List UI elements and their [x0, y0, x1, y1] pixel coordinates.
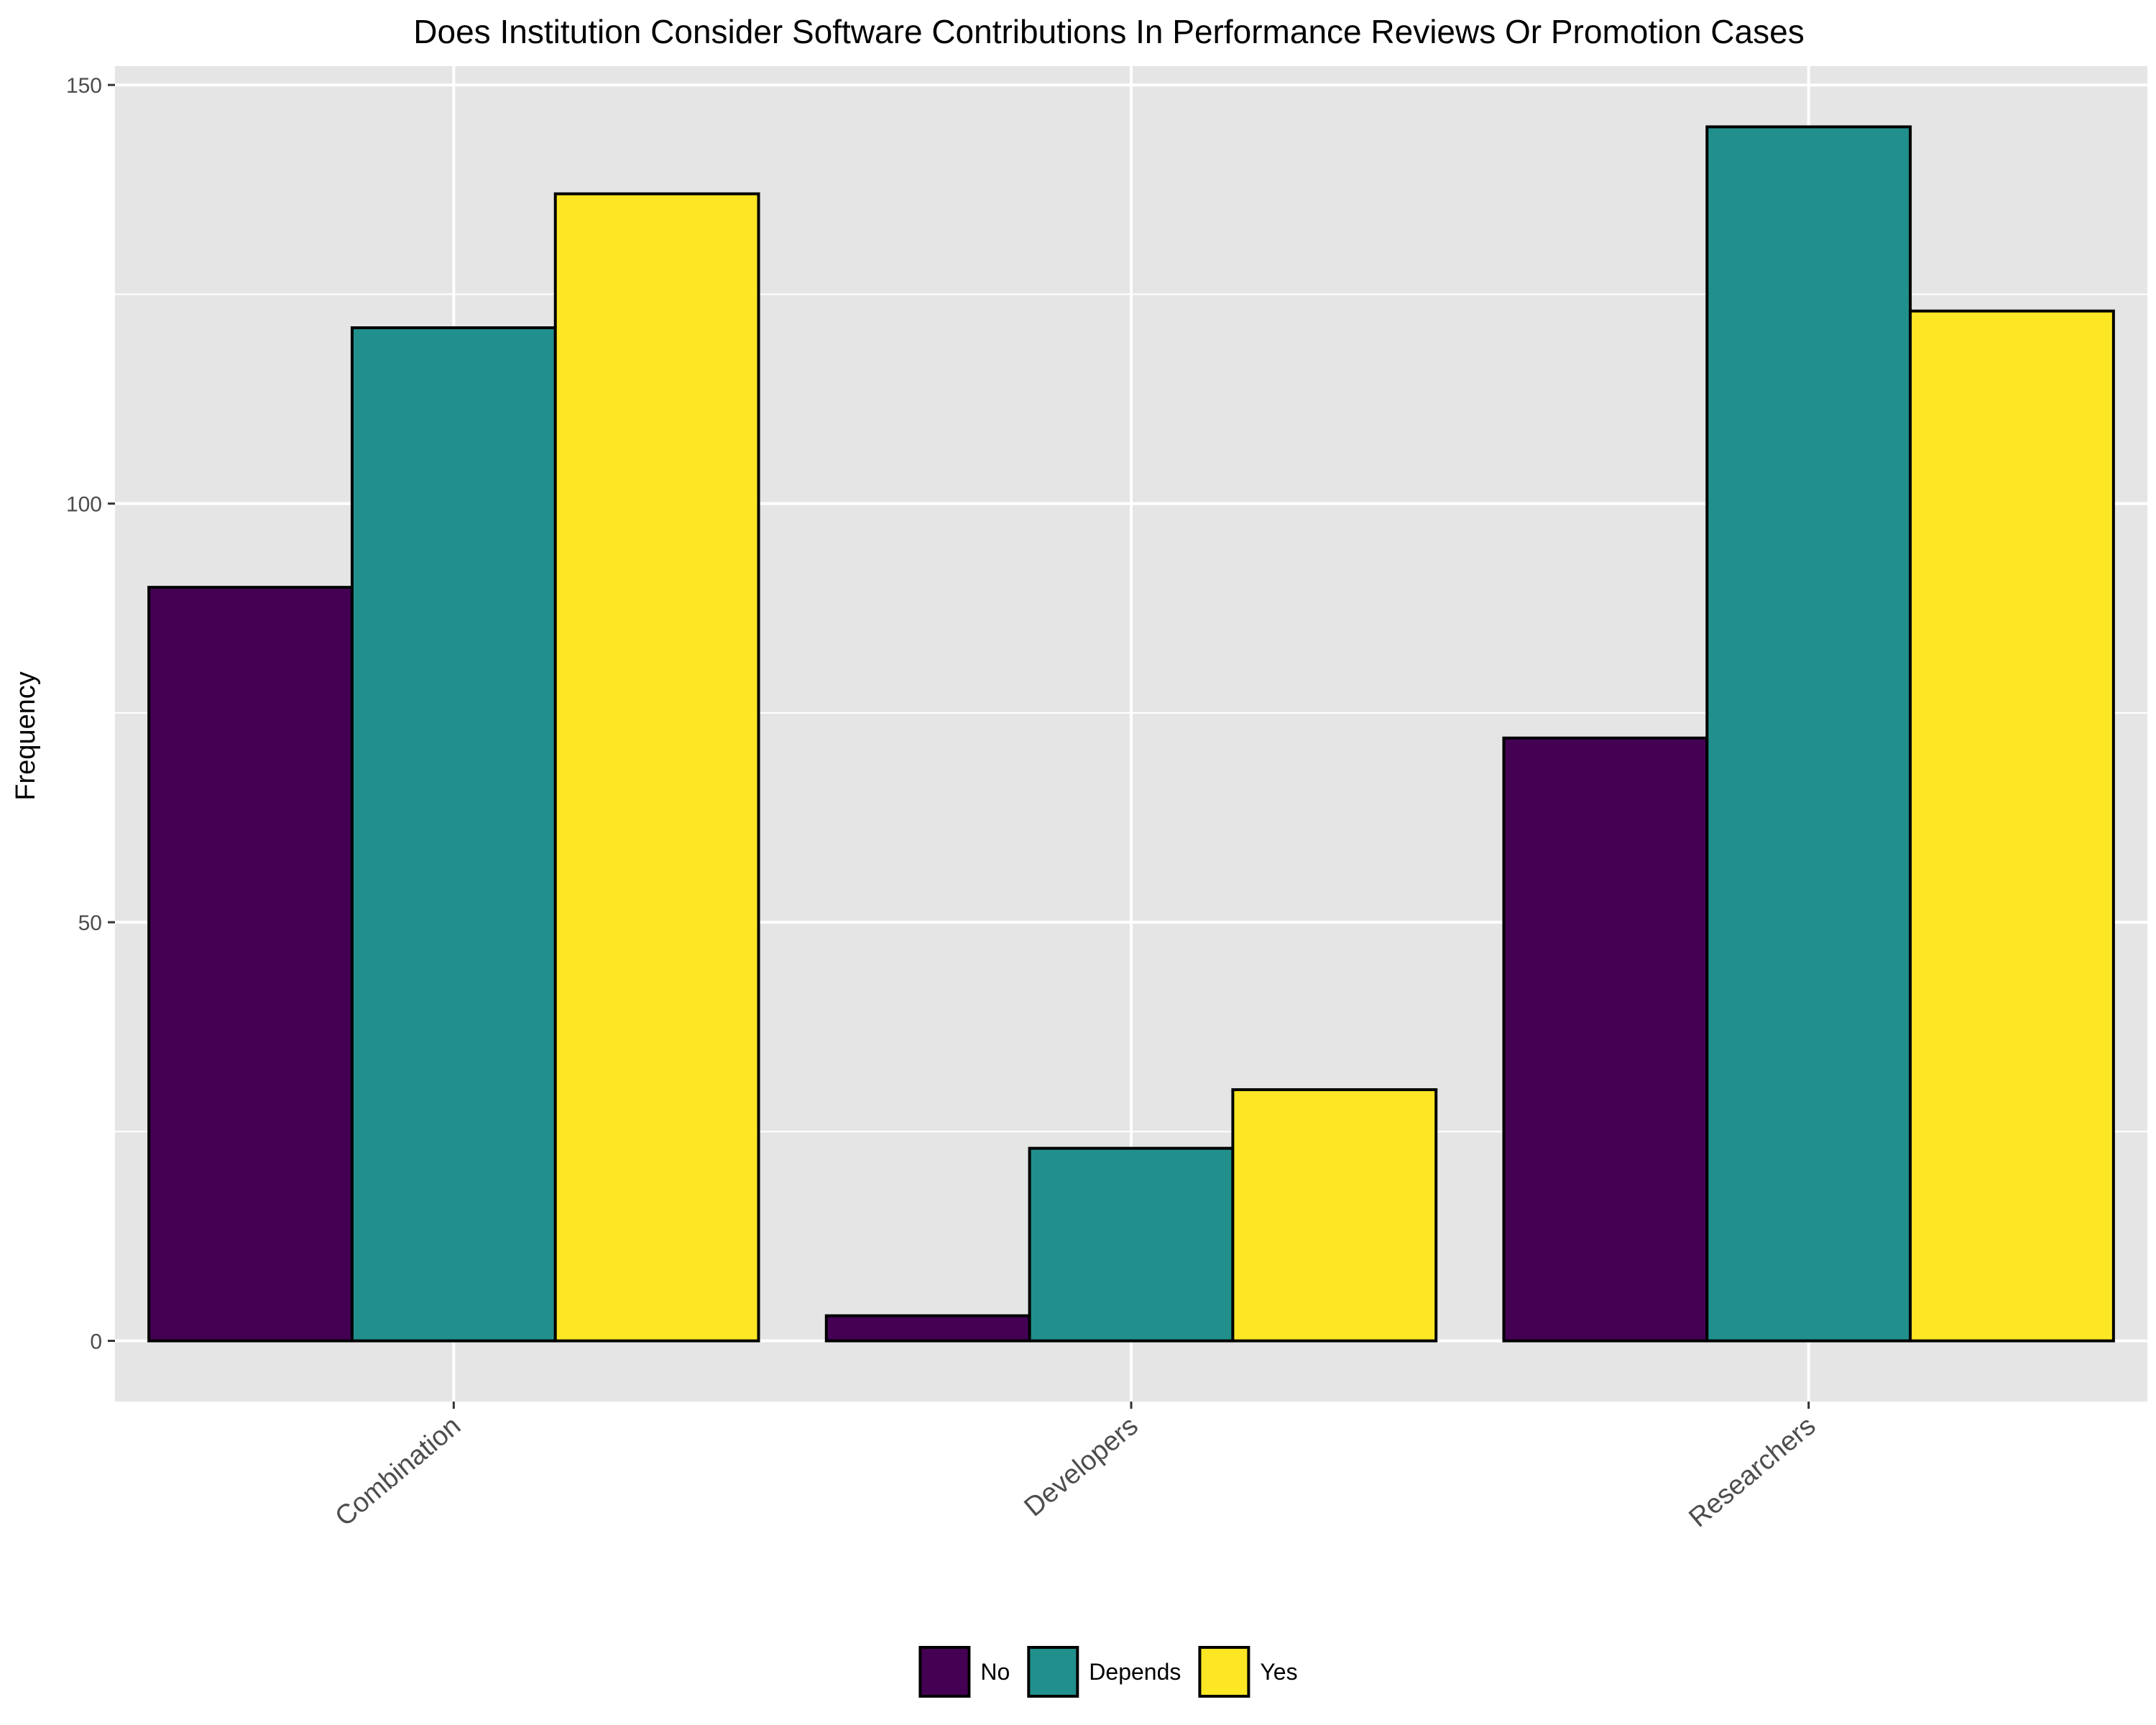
- x-tick-label: Researchers: [1683, 1411, 1821, 1534]
- bar: [1231, 1088, 1438, 1343]
- bar: [1705, 125, 1912, 1343]
- y-tick-label: 150: [66, 74, 102, 98]
- bar: [1909, 309, 2115, 1343]
- bars: [147, 125, 2115, 1343]
- x-tick-label: Developers: [1019, 1411, 1144, 1523]
- y-tick-label: 0: [90, 1330, 102, 1354]
- y-axis-label: Frequency: [11, 671, 41, 801]
- bar: [824, 1314, 1031, 1343]
- bar: [350, 326, 557, 1343]
- bar: [553, 192, 760, 1343]
- bar: [1502, 736, 1709, 1343]
- bar: [147, 586, 354, 1343]
- legend-key: [1198, 1646, 1250, 1698]
- legend-label: Yes: [1260, 1659, 1297, 1685]
- x-tick-label: Combination: [330, 1411, 466, 1532]
- bar: [1028, 1146, 1235, 1343]
- legend-key: [1027, 1646, 1079, 1698]
- legend-label: Depends: [1089, 1659, 1181, 1685]
- legend-label: No: [980, 1659, 1010, 1685]
- y-tick-label: 100: [66, 493, 102, 517]
- legend: No Depends Yes: [918, 1646, 1298, 1698]
- chart-title: Does Institution Consider Software Contr…: [413, 13, 1804, 50]
- y-tick-label: 50: [78, 911, 102, 935]
- legend-key: [918, 1646, 971, 1698]
